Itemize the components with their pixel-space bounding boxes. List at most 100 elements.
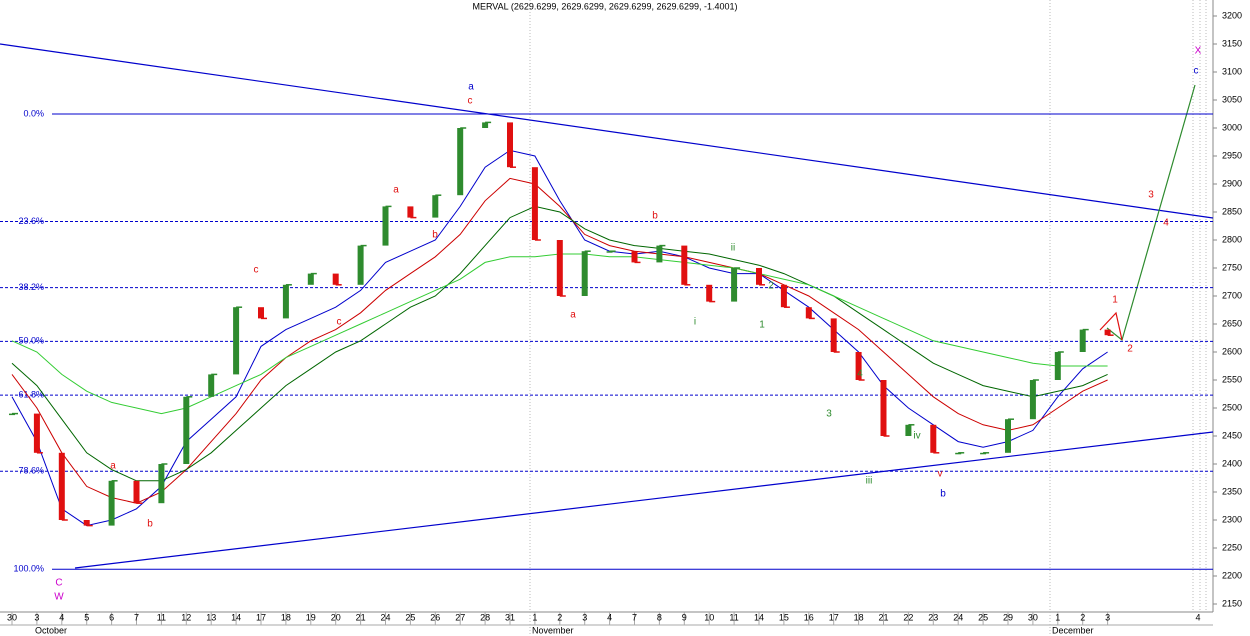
x-tick-label: 29 [1003, 612, 1013, 622]
price-bar [33, 413, 40, 453]
wave-label: b [940, 489, 946, 500]
x-tick-label: 25 [405, 612, 415, 622]
wave-label: 3 [1148, 190, 1154, 201]
x-tick-label: 18 [281, 612, 291, 622]
price-bar [183, 396, 190, 464]
y-tick-label: 2200 [1222, 570, 1242, 580]
price-bar [83, 520, 90, 526]
fib-label: 100.0% [13, 564, 44, 574]
price-bar [357, 245, 364, 285]
price-bar [1104, 329, 1111, 336]
fib-label: 38.2% [18, 282, 44, 292]
y-tick-label: 2350 [1222, 486, 1242, 496]
x-tick-label: 4 [1195, 612, 1200, 622]
price-bar [1005, 419, 1011, 453]
x-tick-label: 12 [181, 612, 191, 622]
price-bar [780, 284, 787, 308]
y-tick-label: 2800 [1222, 234, 1242, 244]
price-bar [507, 122, 513, 168]
x-tick-label: 11 [729, 612, 738, 622]
projection-line [1099, 311, 1123, 341]
wave-label: 3 [826, 409, 832, 420]
wave-label: iv [913, 431, 920, 442]
price-bar [756, 268, 762, 285]
x-tick-label: 3 [582, 612, 587, 622]
wave-label: X [1195, 46, 1202, 57]
y-tick-label: 2550 [1222, 374, 1242, 384]
x-tick-label: 3 [34, 612, 39, 622]
x-tick-label: 31 [505, 612, 515, 622]
x-tick-label: 23 [928, 612, 938, 622]
y-tick-label: 2600 [1222, 346, 1242, 356]
month-label: November [532, 625, 574, 635]
fib-label: 61.8% [18, 389, 44, 399]
x-tick-label: 27 [455, 612, 465, 622]
y-tick-label: 2750 [1222, 262, 1242, 272]
wave-label: 1 [759, 320, 765, 331]
price-bar [382, 206, 389, 246]
x-tick-label: 7 [134, 612, 139, 622]
price-bar [631, 251, 638, 263]
x-tick-label: 14 [231, 612, 241, 622]
wave-label: C [55, 578, 62, 589]
price-bar [1029, 380, 1036, 420]
moving-average [11, 177, 1108, 504]
x-tick-label: 18 [854, 612, 864, 622]
price-bar [830, 318, 837, 352]
x-tick-label: 14 [754, 612, 764, 622]
price-bar [457, 128, 464, 196]
y-tick-label: 3000 [1222, 122, 1242, 132]
price-bar [432, 195, 439, 218]
y-tick-label: 3100 [1222, 66, 1242, 76]
wave-label: iii [866, 476, 873, 487]
price-bar [108, 480, 115, 526]
price-bar [282, 284, 289, 319]
x-tick-label: 9 [682, 612, 687, 622]
x-tick-label: 3 [1105, 612, 1110, 622]
wave-label: b [432, 230, 438, 241]
x-tick-label: 17 [829, 612, 839, 622]
annotations: a c a b c a b c C W b a ii i 1 2 3 4 iii… [54, 46, 1201, 603]
x-tick-label: 28 [480, 612, 490, 622]
price-bar [681, 245, 688, 285]
wave-label: a [468, 82, 474, 93]
price-bar [233, 307, 240, 375]
price-bar [133, 480, 140, 504]
x-tick-label: 1 [532, 612, 537, 622]
y-tick-label: 2300 [1222, 514, 1242, 524]
price-bar [556, 240, 563, 296]
fib-label: 50.0% [18, 336, 44, 346]
y-tick-label: 2150 [1222, 598, 1242, 608]
price-bar [258, 307, 264, 319]
x-tick-label: 11 [157, 612, 166, 622]
y-tick-label: 3150 [1222, 38, 1242, 48]
y-tick-label: 2500 [1222, 402, 1242, 412]
wave-label: a [570, 310, 576, 321]
price-bar [482, 122, 489, 128]
x-tick-label: 21 [356, 612, 366, 622]
y-tick-label: 3050 [1222, 94, 1242, 104]
fib-label: 23.6% [18, 216, 44, 226]
price-bar [531, 167, 538, 240]
x-tick-label: 5 [84, 612, 89, 622]
y-tick-label: 2700 [1222, 290, 1242, 300]
month-label: October [35, 625, 67, 635]
moving-average [11, 205, 1108, 482]
price-bar [307, 273, 314, 285]
wave-label: 1 [1112, 295, 1118, 306]
y-tick-label: 2850 [1222, 206, 1242, 216]
wave-label: c [1194, 66, 1199, 77]
price-bar [58, 452, 65, 520]
wave-label: c [468, 96, 473, 107]
y-tick-label: 3200 [1222, 10, 1242, 20]
price-bar [855, 352, 862, 380]
x-tick-label: 20 [331, 612, 341, 622]
price-bar [731, 268, 738, 302]
x-tick-label: 30 [7, 612, 17, 622]
x-tick-label: 26 [430, 612, 440, 622]
x-tick-label: 17 [256, 612, 266, 622]
wave-label: 4 [857, 369, 863, 380]
y-tick-label: 2950 [1222, 150, 1242, 160]
